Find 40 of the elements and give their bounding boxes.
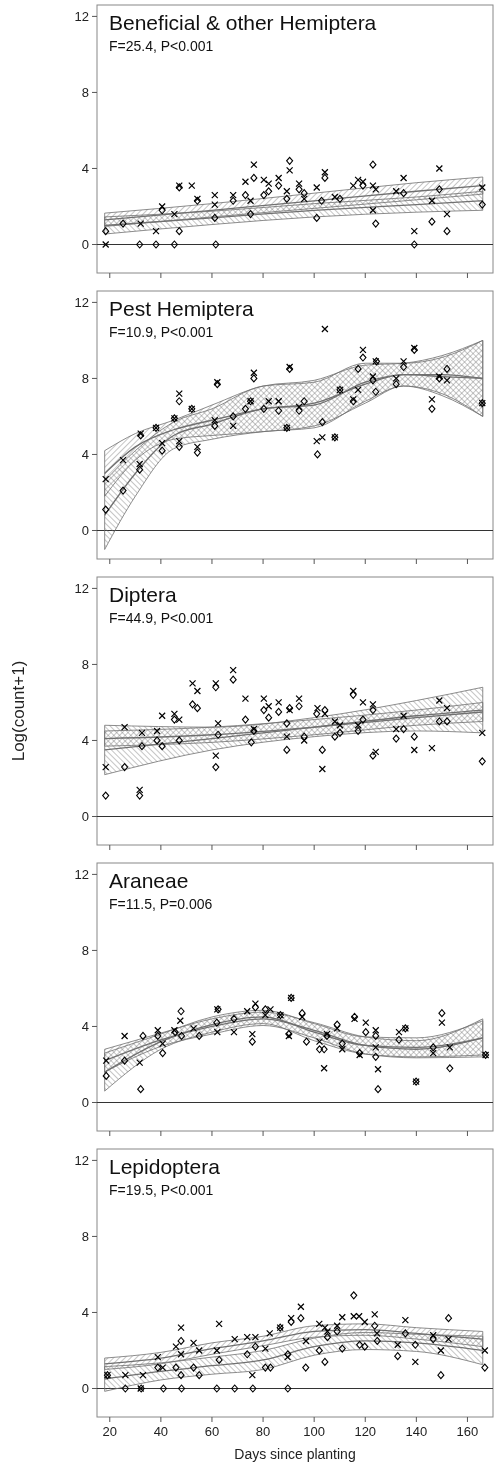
y-tick-label: 4 xyxy=(81,1019,89,1035)
x-tick-label: 40 xyxy=(153,1424,169,1439)
x-tick-label: 140 xyxy=(405,1424,428,1439)
text: F=19.5, P<0.001 xyxy=(109,1182,214,1198)
y-tick-label: 8 xyxy=(81,84,89,100)
y-tick-label: 4 xyxy=(81,1305,89,1321)
y-tick-label: 0 xyxy=(81,237,89,253)
y-tick-label: 12 xyxy=(74,866,89,882)
text: F=25.4, P<0.001 xyxy=(109,38,214,54)
y-tick-label: 8 xyxy=(81,1228,89,1244)
y-axis-title: Log(count+1) xyxy=(9,660,28,762)
y-tick-label: 4 xyxy=(81,733,89,749)
y-tick-label: 0 xyxy=(81,1381,89,1397)
chart-title: Beneficial & other Hemiptera xyxy=(109,11,377,34)
chart-title: Lepidoptera xyxy=(109,1155,221,1178)
y-tick-label: 12 xyxy=(74,8,89,24)
chart-title: Pest Hemiptera xyxy=(109,297,255,320)
y-tick-label: 12 xyxy=(74,294,89,310)
chart-title: Araneae xyxy=(109,869,189,892)
y-tick-label: 8 xyxy=(81,370,89,386)
x-axis-title: Days since planting xyxy=(234,1446,356,1462)
y-tick-label: 4 xyxy=(81,447,89,463)
x-tick-label: 160 xyxy=(456,1424,479,1439)
text: F=44.9, P<0.001 xyxy=(109,610,214,626)
chart-title: Diptera xyxy=(109,583,178,606)
text: F=10.9, P<0.001 xyxy=(109,324,214,340)
y-tick-label: 0 xyxy=(81,1095,89,1111)
x-tick-label: 60 xyxy=(204,1424,220,1439)
x-tick-label: 100 xyxy=(303,1424,326,1439)
y-tick-label: 4 xyxy=(81,161,89,177)
x-tick-label: 20 xyxy=(102,1424,118,1439)
y-tick-label: 8 xyxy=(81,942,89,958)
y-tick-label: 12 xyxy=(74,580,89,596)
x-tick-label: 80 xyxy=(255,1424,271,1439)
y-tick-label: 8 xyxy=(81,656,89,672)
y-tick-label: 0 xyxy=(81,809,89,825)
text: F=11.5, P=0.006 xyxy=(109,896,213,912)
y-tick-label: 0 xyxy=(81,523,89,539)
y-tick-label: 12 xyxy=(74,1152,89,1168)
x-tick-label: 120 xyxy=(354,1424,377,1439)
